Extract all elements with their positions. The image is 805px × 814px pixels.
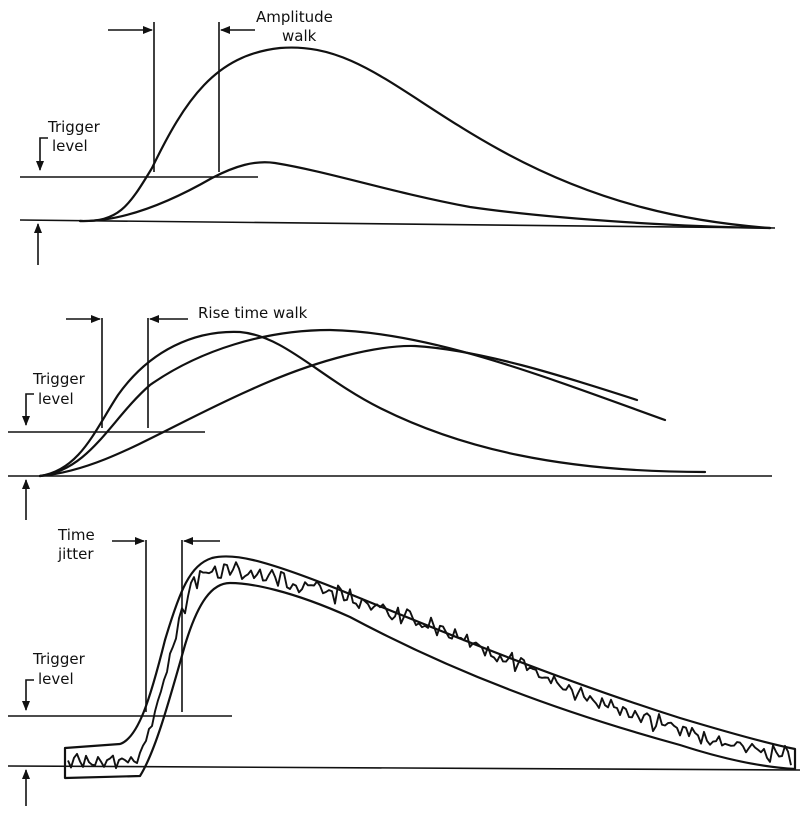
trigger-level-marker	[36, 137, 48, 171]
trigger-label: Trigger	[32, 370, 86, 388]
walk-label: walk	[282, 27, 317, 45]
fast-rise-pulse	[38, 330, 707, 478]
baseline	[19, 219, 776, 229]
rise-time-walk-label: Rise time walk	[198, 304, 308, 322]
trigger-level-marker	[22, 393, 34, 426]
amplitude-label: Amplitude	[256, 8, 333, 26]
time-label: Time	[57, 526, 95, 544]
panel-rise-time-walk: Trigger level Rise time walk	[8, 304, 772, 520]
noisy-signal-trace	[67, 561, 792, 770]
baseline	[7, 765, 801, 771]
trigger-label: Trigger	[32, 650, 86, 668]
level-label: level	[52, 137, 88, 155]
noise-envelope	[63, 555, 797, 780]
trigger-level-marker	[22, 679, 34, 711]
level-label: level	[38, 390, 74, 408]
slow-rise-pulse	[38, 344, 639, 478]
small-pulse	[78, 161, 772, 230]
panel-amplitude-walk: Trigger level Amplitude walk	[19, 8, 776, 265]
trigger-label: Trigger	[47, 118, 101, 136]
jitter-label: jitter	[57, 545, 94, 563]
large-pulse	[78, 46, 772, 230]
level-label: level	[38, 670, 74, 688]
medium-rise-pulse	[38, 328, 667, 478]
panel-time-jitter: Trigger level Time jitter	[7, 526, 801, 806]
